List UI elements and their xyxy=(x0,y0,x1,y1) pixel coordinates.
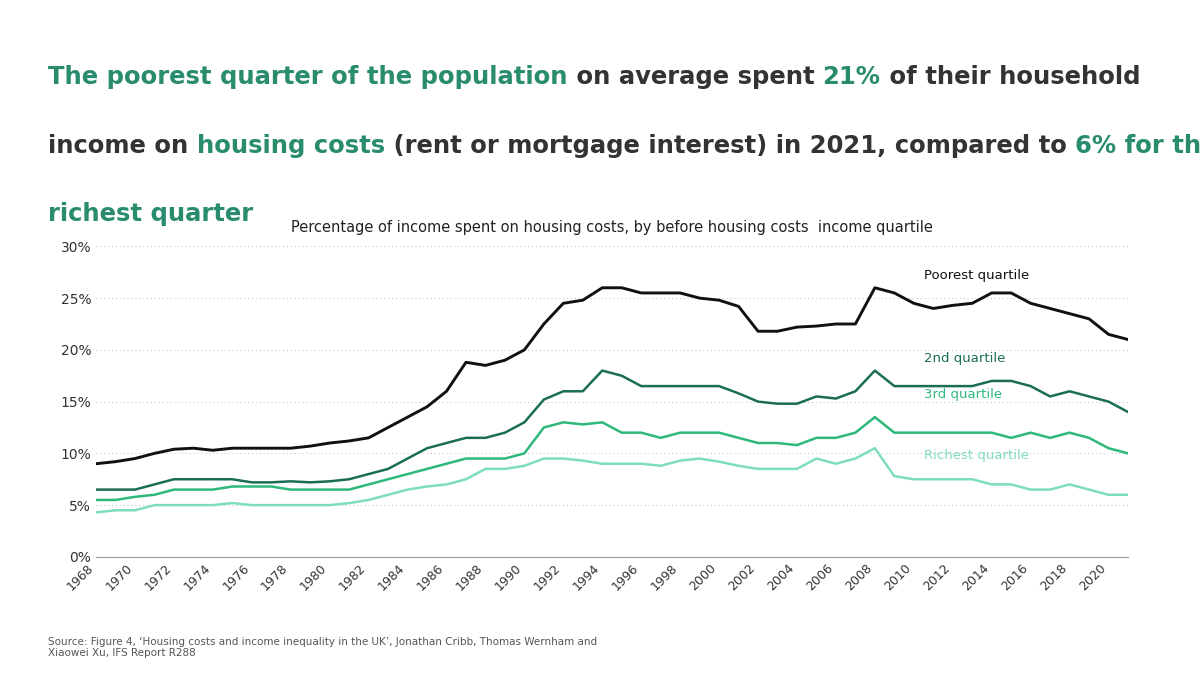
Text: 2nd quartile: 2nd quartile xyxy=(924,352,1004,364)
Text: Richest quartile: Richest quartile xyxy=(924,449,1028,462)
Text: of their household: of their household xyxy=(881,65,1140,89)
Text: on average spent: on average spent xyxy=(568,65,823,89)
Text: Poorest quartile: Poorest quartile xyxy=(924,269,1028,282)
Text: 21%: 21% xyxy=(823,65,881,89)
Text: 6% for the: 6% for the xyxy=(1075,134,1200,158)
Text: housing costs: housing costs xyxy=(197,134,385,158)
Text: Source: Figure 4, ‘Housing costs and income inequality in the UK’, Jonathan Crib: Source: Figure 4, ‘Housing costs and inc… xyxy=(48,637,598,658)
Title: Percentage of income spent on housing costs, by before housing costs  income qua: Percentage of income spent on housing co… xyxy=(292,221,932,236)
Text: 3rd quartile: 3rd quartile xyxy=(924,388,1002,401)
Text: The poorest quarter of the population: The poorest quarter of the population xyxy=(48,65,568,89)
Text: richest quarter: richest quarter xyxy=(48,202,253,227)
Text: income on: income on xyxy=(48,134,197,158)
Text: (rent or mortgage interest) in 2021, compared to: (rent or mortgage interest) in 2021, com… xyxy=(385,134,1075,158)
